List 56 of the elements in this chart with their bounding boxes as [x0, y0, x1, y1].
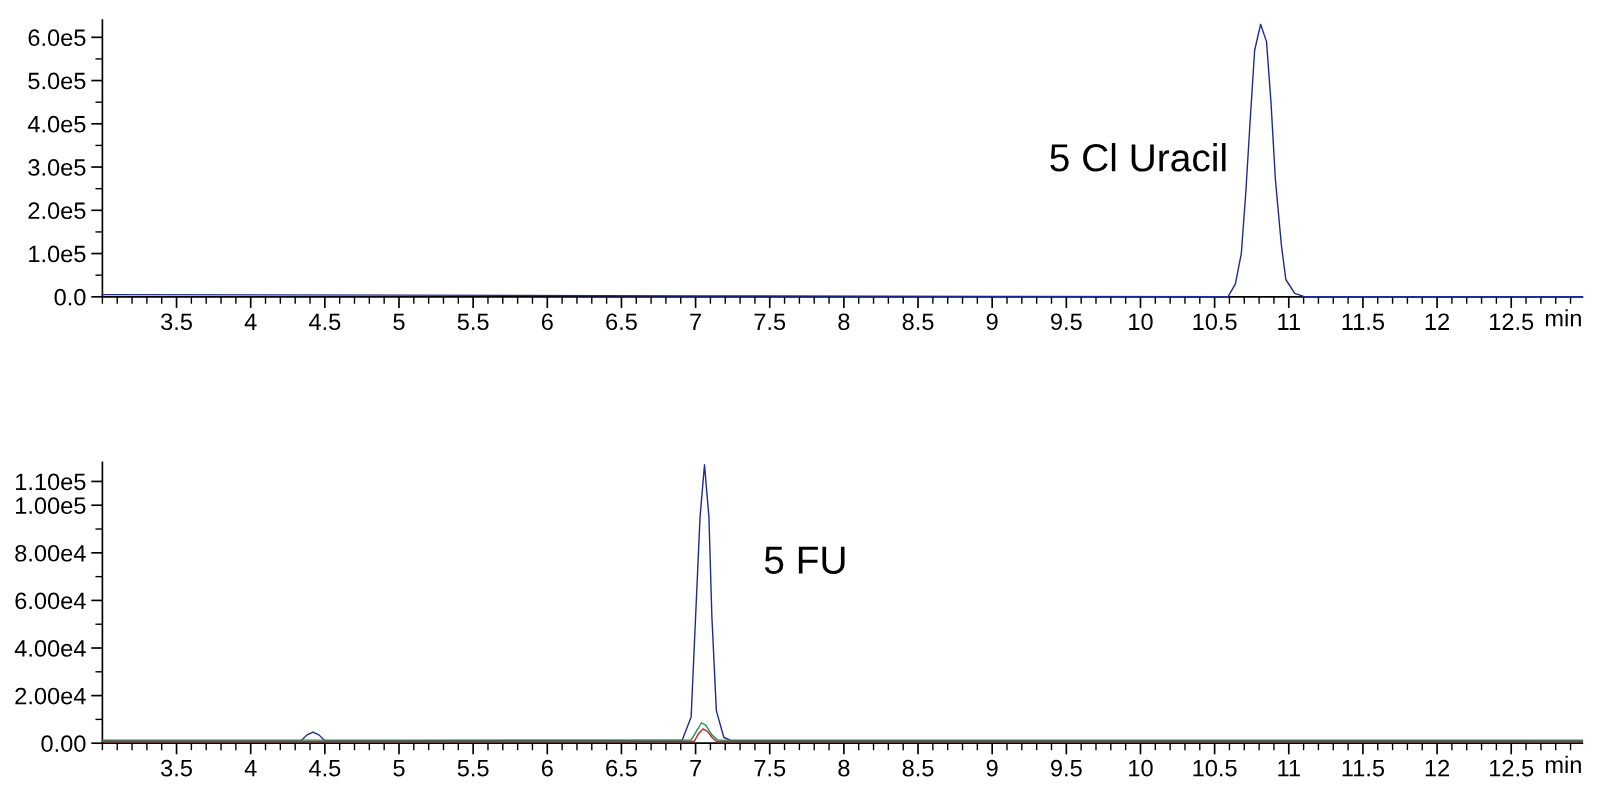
- x-tick-label: 9.5: [1051, 313, 1082, 331]
- x-tick-label: 10: [1129, 759, 1153, 777]
- x-tick-label: 5.5: [457, 313, 489, 331]
- x-tick-label: 8: [838, 313, 850, 331]
- y-tick-label: 2.0e5: [28, 202, 86, 220]
- x-tick-label: 6: [541, 759, 553, 777]
- x-tick-label: 10.5: [1193, 759, 1237, 777]
- x-tick-label: 4.5: [308, 760, 341, 777]
- x-tick-label: 8.5: [902, 313, 934, 331]
- x-tick-label: 12: [1425, 313, 1450, 330]
- x-tick-label: 7: [690, 760, 701, 777]
- y-tick-label: 6.0e5: [28, 29, 86, 47]
- x-tick-label: 9: [986, 759, 998, 777]
- y-tick-label: 6.00e4: [15, 592, 86, 610]
- x-tick-label: 3.5: [161, 313, 192, 331]
- x-tick-label: 5: [393, 313, 405, 331]
- x-tick-label: 9.5: [1051, 759, 1082, 777]
- x-tick-label: 11.5: [1342, 760, 1385, 777]
- y-tick-label: 8.00e4: [15, 544, 86, 562]
- y-tick-label: 0.0: [54, 288, 86, 306]
- x-tick-label: 11: [1278, 313, 1300, 330]
- x-tick-label: 5.5: [457, 760, 489, 777]
- x-axis-title: min: [1545, 309, 1581, 327]
- x-tick-label: 12: [1425, 759, 1450, 777]
- x-tick-label: 6.5: [606, 759, 637, 777]
- x-tick-label: 4: [244, 313, 257, 330]
- x-tick-label: 6: [541, 313, 553, 331]
- y-tick-label: 2.00e4: [15, 687, 86, 705]
- annotation: 5 Cl Uracil: [1050, 143, 1226, 172]
- x-tick-label: 3.5: [161, 759, 192, 777]
- x-tick-label: 9: [986, 313, 998, 331]
- y-tick-label: 0.00: [41, 735, 86, 752]
- y-tick-label: 1.10e5: [16, 473, 86, 491]
- x-tick-label: 8: [838, 759, 850, 777]
- x-tick-label: 12.5: [1490, 759, 1534, 777]
- annotation: 5 FU: [764, 546, 845, 574]
- x-tick-label: 7.5: [754, 313, 786, 331]
- x-tick-label: 5: [393, 760, 405, 777]
- y-tick-label: 3.0e5: [28, 159, 86, 176]
- y-tick-label: 5.0e5: [28, 72, 86, 90]
- x-axis-title: min: [1545, 755, 1581, 773]
- y-tick-label: 4.0e5: [27, 115, 86, 133]
- y-tick-label: 1.00e5: [16, 497, 86, 515]
- x-tick-label: 10.5: [1193, 313, 1237, 331]
- x-tick-label: 10: [1129, 313, 1153, 331]
- x-tick-label: 11: [1278, 760, 1300, 777]
- x-tick-label: 8.5: [902, 759, 934, 777]
- x-tick-label: 4.5: [308, 313, 341, 331]
- x-tick-label: 7: [690, 313, 701, 330]
- y-tick-label: 1.0e5: [29, 245, 86, 263]
- y-tick-label: 4.00e4: [14, 640, 86, 657]
- x-tick-label: 6.5: [606, 313, 637, 331]
- x-tick-label: 4: [244, 760, 257, 777]
- x-tick-label: 12.5: [1490, 313, 1534, 331]
- x-tick-label: 11.5: [1342, 313, 1385, 331]
- x-tick-label: 7.5: [754, 760, 786, 777]
